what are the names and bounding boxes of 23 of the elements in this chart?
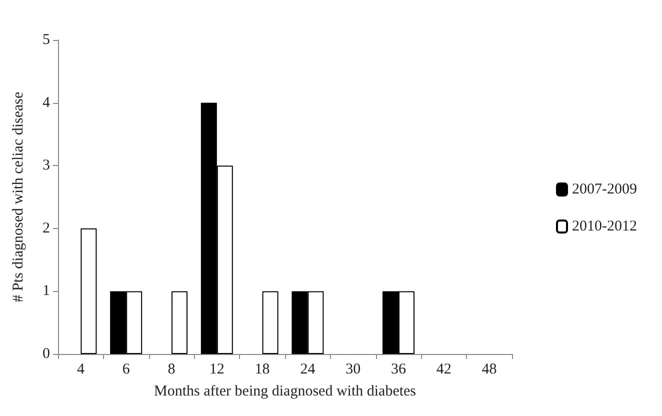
x-tick-label: 4 (76, 362, 85, 378)
y-axis-title: # Pts diagnosed with celiac disease (10, 91, 26, 302)
y-tick-label: 2 (42, 220, 50, 236)
x-tick-label: 30 (346, 362, 361, 378)
x-axis-title: Months after being diagnosed with diabetes (154, 384, 416, 400)
x-tick-label: 36 (391, 362, 406, 378)
legend-label: 2007-2009 (572, 182, 638, 198)
bar (172, 291, 188, 354)
y-tick-label: 3 (42, 158, 50, 174)
y-tick-label: 0 (42, 346, 50, 362)
x-tick-label: 48 (482, 362, 497, 378)
x-tick-label: 12 (209, 362, 224, 378)
x-tick-label: 24 (300, 362, 316, 378)
y-tick-label: 4 (42, 94, 50, 111)
y-tick-label: 1 (42, 283, 50, 300)
bar (262, 291, 278, 354)
y-tick-label: 5 (42, 32, 50, 48)
x-tick-label: 18 (254, 362, 270, 378)
bar (80, 228, 97, 354)
x-tick-label: 42 (436, 362, 452, 378)
x-tick-label: 6 (122, 362, 130, 378)
x-tick-label: 8 (168, 362, 176, 378)
legend-label: 2010-2012 (572, 218, 638, 234)
